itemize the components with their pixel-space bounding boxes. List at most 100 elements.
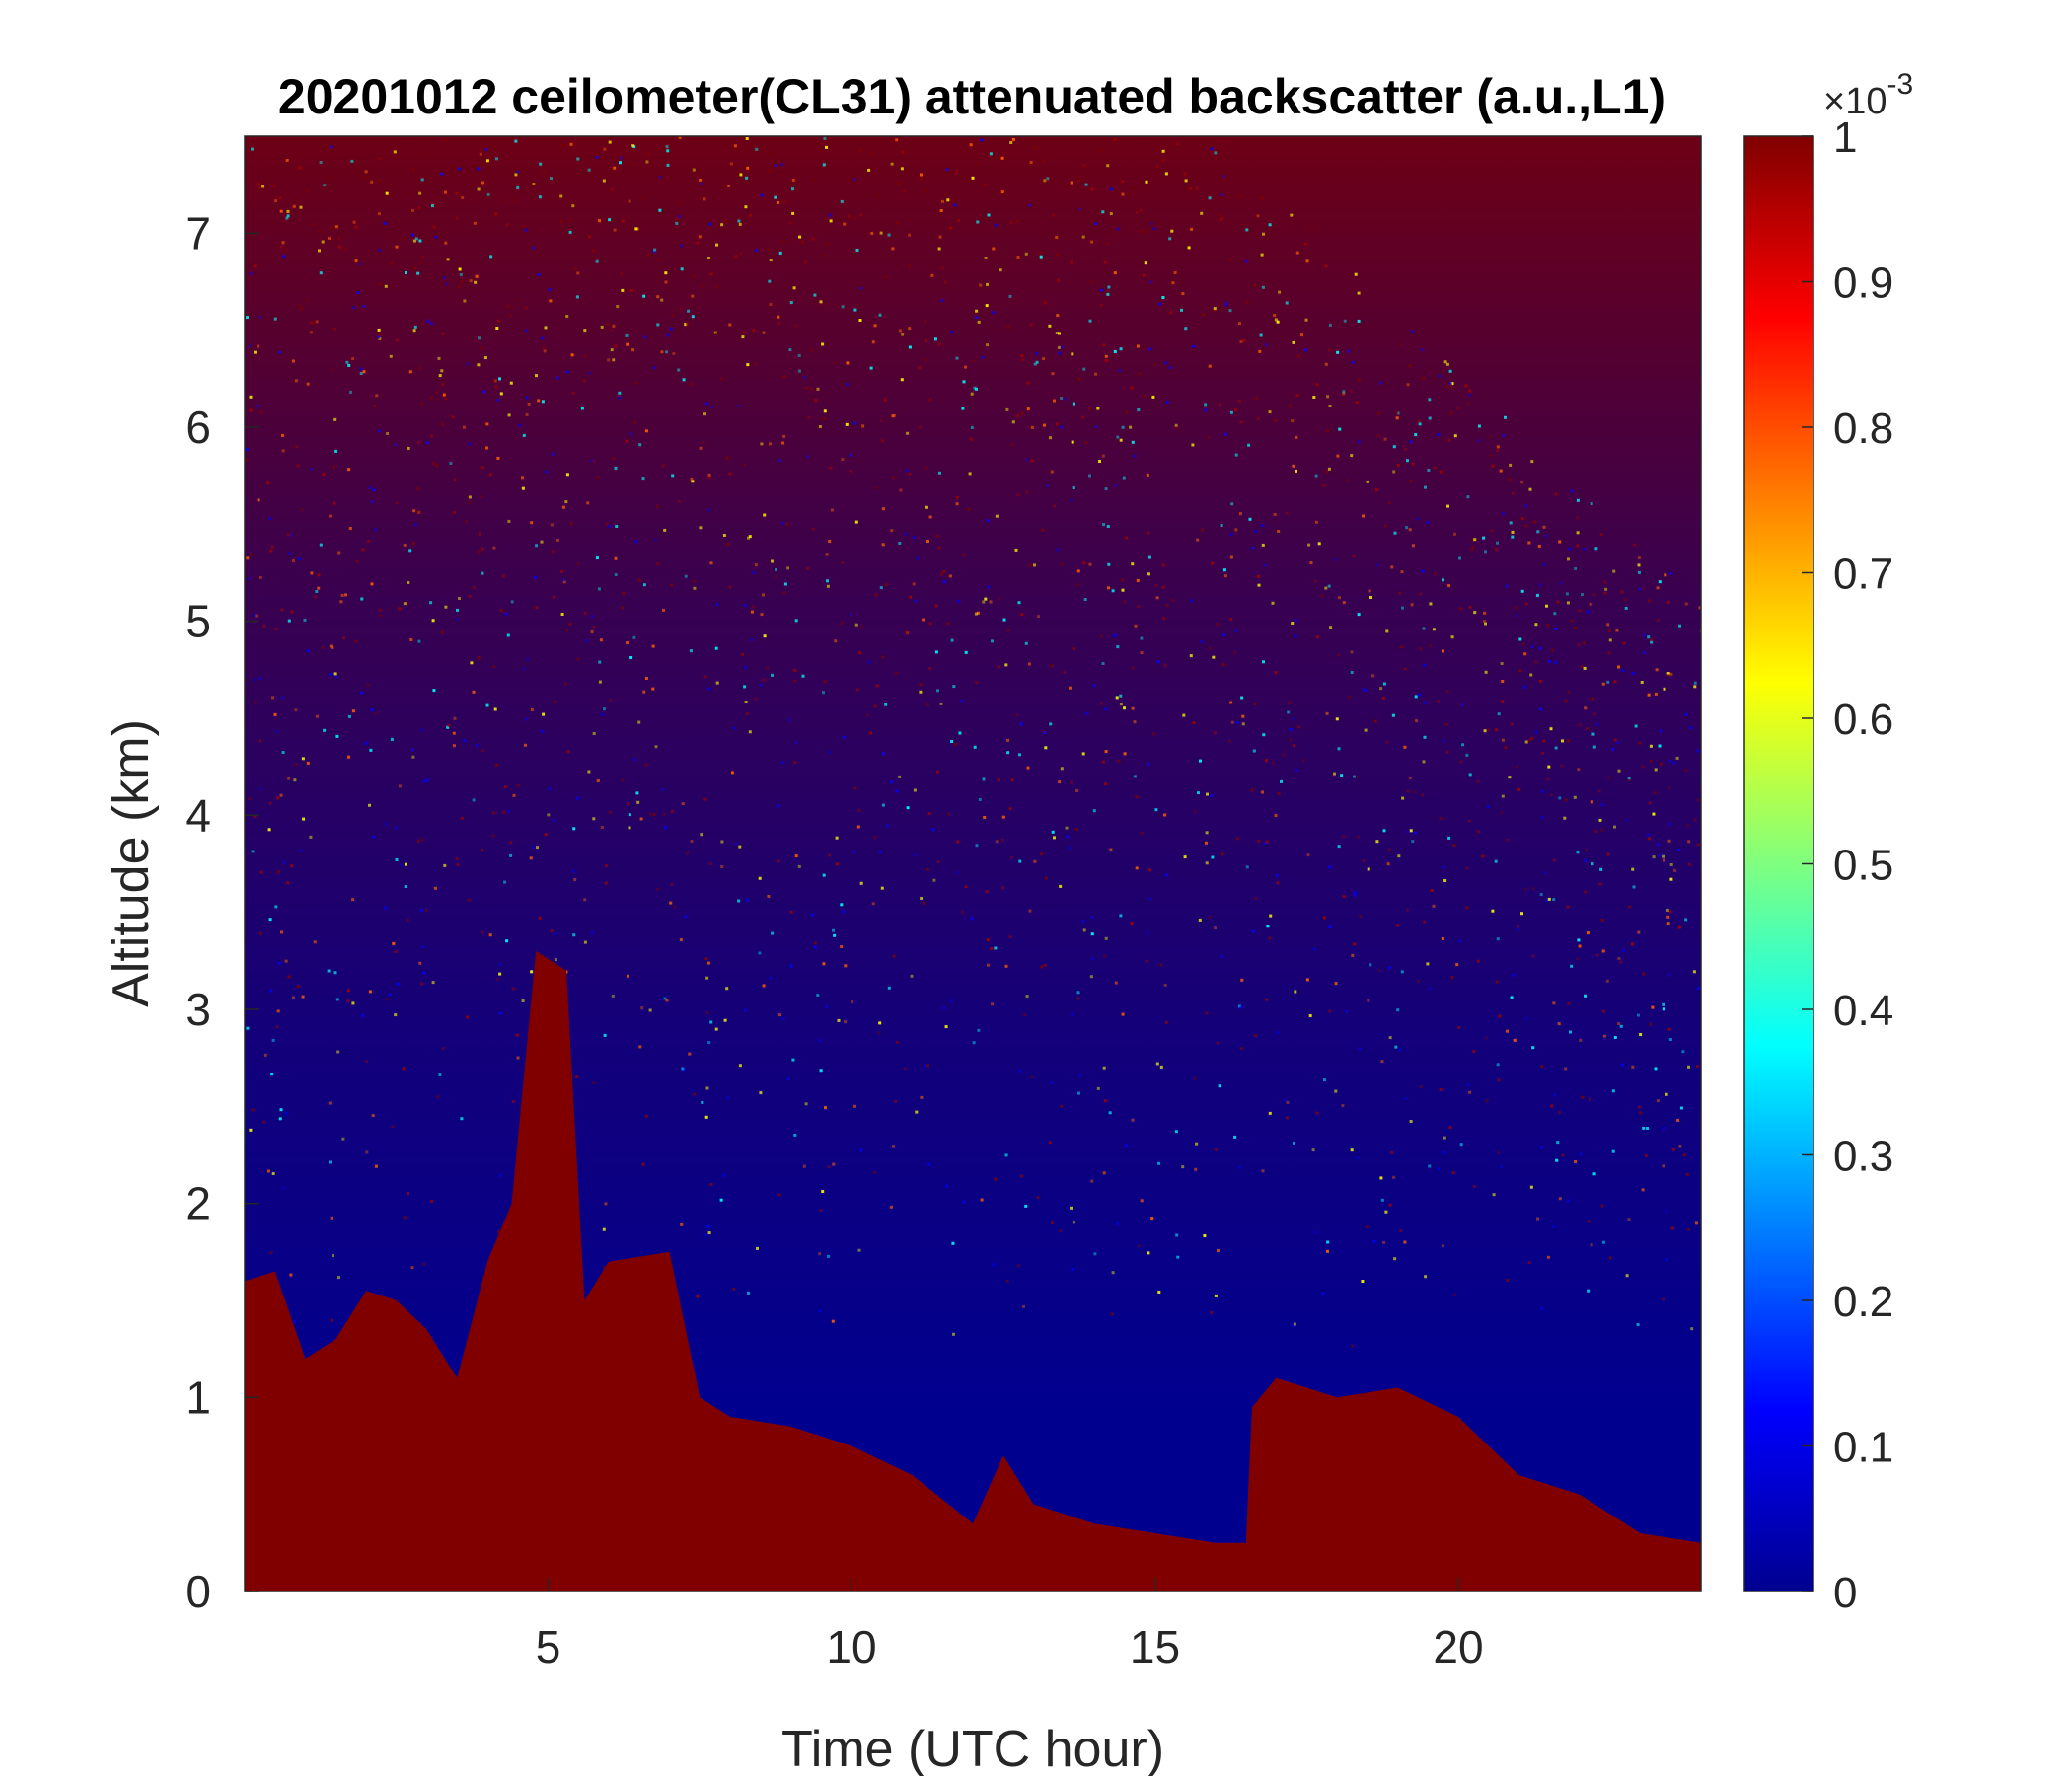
noise-speckle bbox=[1342, 601, 1346, 605]
noise-speckle bbox=[481, 930, 484, 934]
noise-speckle bbox=[739, 252, 743, 256]
noise-speckle bbox=[881, 507, 885, 511]
noise-speckle bbox=[934, 604, 938, 608]
noise-speckle bbox=[908, 472, 912, 476]
noise-speckle bbox=[1157, 1161, 1161, 1165]
noise-speckle bbox=[782, 199, 786, 203]
noise-speckle bbox=[1077, 1091, 1080, 1095]
noise-speckle bbox=[385, 998, 389, 1001]
noise-speckle bbox=[394, 443, 398, 447]
noise-speckle bbox=[1401, 796, 1405, 800]
noise-speckle bbox=[684, 323, 688, 327]
noise-speckle bbox=[1198, 918, 1202, 922]
noise-speckle bbox=[1409, 829, 1413, 833]
noise-speckle bbox=[1090, 1179, 1094, 1183]
noise-speckle bbox=[1245, 865, 1249, 869]
noise-speckle bbox=[492, 664, 496, 668]
noise-speckle bbox=[902, 189, 906, 193]
noise-speckle bbox=[1357, 835, 1361, 839]
noise-speckle bbox=[303, 618, 307, 622]
noise-speckle bbox=[1193, 809, 1197, 813]
noise-speckle bbox=[1557, 1022, 1561, 1026]
noise-speckle bbox=[743, 604, 747, 608]
noise-speckle bbox=[1496, 1063, 1500, 1067]
noise-speckle bbox=[1285, 301, 1289, 305]
noise-speckle bbox=[884, 703, 888, 706]
noise-speckle bbox=[1146, 931, 1149, 935]
noise-speckle bbox=[602, 1227, 606, 1231]
noise-speckle bbox=[927, 812, 931, 816]
noise-speckle bbox=[818, 1038, 822, 1042]
noise-speckle bbox=[768, 279, 772, 283]
noise-speckle bbox=[1101, 662, 1105, 665]
noise-speckle bbox=[359, 367, 363, 371]
noise-speckle bbox=[1043, 964, 1047, 967]
noise-speckle bbox=[780, 163, 784, 167]
noise-speckle bbox=[1444, 722, 1448, 726]
noise-speckle bbox=[1035, 360, 1039, 364]
noise-speckle bbox=[1088, 562, 1092, 566]
noise-speckle bbox=[1684, 769, 1688, 773]
noise-speckle bbox=[867, 660, 871, 664]
noise-speckle bbox=[1437, 1167, 1441, 1171]
noise-speckle bbox=[1072, 646, 1075, 650]
noise-speckle bbox=[485, 446, 488, 450]
noise-speckle bbox=[1268, 410, 1272, 414]
noise-speckle bbox=[1287, 710, 1291, 714]
noise-speckle bbox=[962, 1200, 966, 1204]
noise-speckle bbox=[690, 477, 694, 481]
noise-speckle bbox=[1518, 637, 1522, 641]
noise-speckle bbox=[352, 220, 356, 224]
noise-speckle bbox=[1505, 584, 1509, 588]
noise-speckle bbox=[1608, 638, 1612, 642]
noise-speckle bbox=[664, 271, 668, 275]
noise-speckle bbox=[922, 618, 925, 622]
noise-speckle bbox=[506, 633, 510, 637]
noise-speckle bbox=[275, 729, 279, 733]
noise-speckle bbox=[901, 150, 905, 154]
noise-speckle bbox=[1214, 926, 1217, 929]
noise-speckle bbox=[823, 417, 827, 421]
noise-speckle bbox=[1217, 1248, 1220, 1252]
noise-speckle bbox=[937, 342, 941, 346]
noise-speckle bbox=[321, 240, 325, 244]
noise-speckle bbox=[646, 254, 649, 257]
noise-speckle bbox=[1053, 399, 1056, 403]
noise-speckle bbox=[642, 690, 646, 694]
noise-speckle bbox=[722, 534, 726, 537]
noise-speckle bbox=[1568, 547, 1572, 551]
noise-speckle bbox=[705, 1011, 709, 1014]
noise-speckle bbox=[1558, 1111, 1562, 1115]
noise-speckle bbox=[879, 586, 883, 590]
noise-speckle bbox=[705, 402, 709, 406]
noise-speckle bbox=[1517, 787, 1521, 791]
noise-speckle bbox=[880, 886, 884, 890]
noise-speckle bbox=[1117, 759, 1121, 763]
noise-speckle bbox=[477, 363, 481, 367]
noise-speckle bbox=[1446, 504, 1449, 508]
noise-speckle bbox=[840, 199, 844, 203]
noise-speckle bbox=[1210, 147, 1214, 151]
noise-speckle bbox=[329, 673, 333, 677]
noise-speckle bbox=[1595, 722, 1599, 726]
noise-speckle bbox=[869, 731, 873, 735]
noise-speckle bbox=[412, 239, 416, 243]
noise-speckle bbox=[782, 240, 785, 243]
noise-speckle bbox=[754, 563, 758, 567]
noise-speckle bbox=[1121, 180, 1125, 184]
noise-speckle bbox=[375, 1164, 378, 1168]
noise-speckle bbox=[898, 329, 902, 333]
noise-speckle bbox=[1652, 855, 1656, 859]
noise-speckle bbox=[1387, 848, 1391, 851]
noise-speckle bbox=[463, 299, 467, 303]
noise-speckle bbox=[1534, 730, 1538, 734]
noise-speckle bbox=[469, 198, 473, 202]
noise-speckle bbox=[254, 350, 257, 354]
noise-speckle bbox=[411, 755, 415, 759]
noise-speckle bbox=[774, 164, 777, 168]
noise-speckle bbox=[1229, 555, 1233, 559]
noise-speckle bbox=[565, 629, 569, 632]
noise-speckle bbox=[689, 649, 693, 653]
noise-speckle bbox=[1457, 1026, 1461, 1030]
noise-speckle bbox=[769, 442, 772, 446]
